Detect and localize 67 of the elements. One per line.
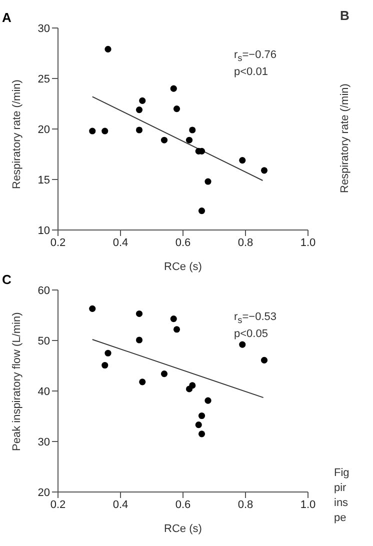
point [173, 106, 180, 112]
y-tick-label: 30 [38, 436, 50, 448]
point [239, 157, 246, 164]
y-axis-title: Respiratory rate (/min) [10, 80, 23, 189]
x-axis-title: RCe (s) [164, 261, 202, 273]
x-tick-label: 0.4 [112, 236, 128, 249]
point [260, 167, 268, 174]
y-tick-label: 20 [38, 124, 50, 136]
point [102, 128, 108, 134]
y-tick-label: 30 [38, 22, 50, 35]
point [204, 397, 212, 404]
point [104, 46, 112, 52]
point [186, 136, 193, 144]
y-tick-label: 20 [38, 486, 50, 499]
x-tick-label: 0.2 [50, 498, 66, 511]
point [260, 356, 268, 364]
chart-title: C [2, 272, 12, 287]
point [136, 126, 143, 134]
text: pe [334, 511, 348, 526]
text: ins [334, 496, 350, 511]
point [170, 85, 177, 92]
point [89, 128, 96, 134]
point [239, 341, 246, 348]
x-tick-label: 1.0 [300, 236, 316, 249]
point [136, 336, 143, 344]
point [198, 412, 206, 420]
point [136, 310, 143, 318]
text: B [340, 8, 350, 23]
annotation: p<0.01 [234, 65, 269, 80]
text: pir [334, 481, 348, 496]
x-tick-label: 0.8 [238, 498, 254, 511]
chart-title: A [2, 10, 12, 25]
x-tick-label: 0.6 [175, 498, 191, 511]
point [204, 178, 212, 185]
x-tick-label: 1.0 [300, 498, 316, 511]
point [189, 126, 196, 134]
annotation: p<0.05 [234, 327, 269, 342]
text: Fig [334, 466, 350, 481]
point [102, 362, 108, 369]
y-tick-label: 15 [38, 174, 50, 186]
y-tick-label: 50 [38, 335, 50, 348]
point [198, 430, 206, 438]
y-tick-label: 25 [38, 73, 50, 86]
annotation: r$_{s}$=−0.53 [234, 310, 277, 328]
annotation: r$_{s}$=−0.76 [234, 48, 277, 66]
point [139, 97, 146, 104]
point [139, 378, 146, 386]
y-tick-label: 10 [38, 224, 50, 237]
y-tick-label: 60 [38, 284, 50, 297]
point [160, 136, 168, 144]
x-axis-title: RCe (s) [164, 523, 202, 535]
point [195, 422, 202, 428]
point [170, 316, 177, 322]
point [89, 305, 96, 312]
x-tick-label: 0.6 [175, 236, 191, 249]
x-tick-label: 0.8 [238, 236, 254, 249]
point [104, 350, 112, 356]
point [160, 370, 168, 378]
point [136, 106, 143, 114]
text: Respiratory rate (/min) [339, 84, 351, 193]
point [173, 326, 180, 333]
point [189, 382, 196, 389]
x-tick-label: 0.4 [112, 498, 128, 511]
y-tick-label: 40 [38, 386, 50, 398]
point [198, 208, 206, 214]
y-axis-title: Peak inspiratory flow (L/min) [10, 312, 23, 451]
x-tick-label: 0.2 [50, 236, 66, 249]
